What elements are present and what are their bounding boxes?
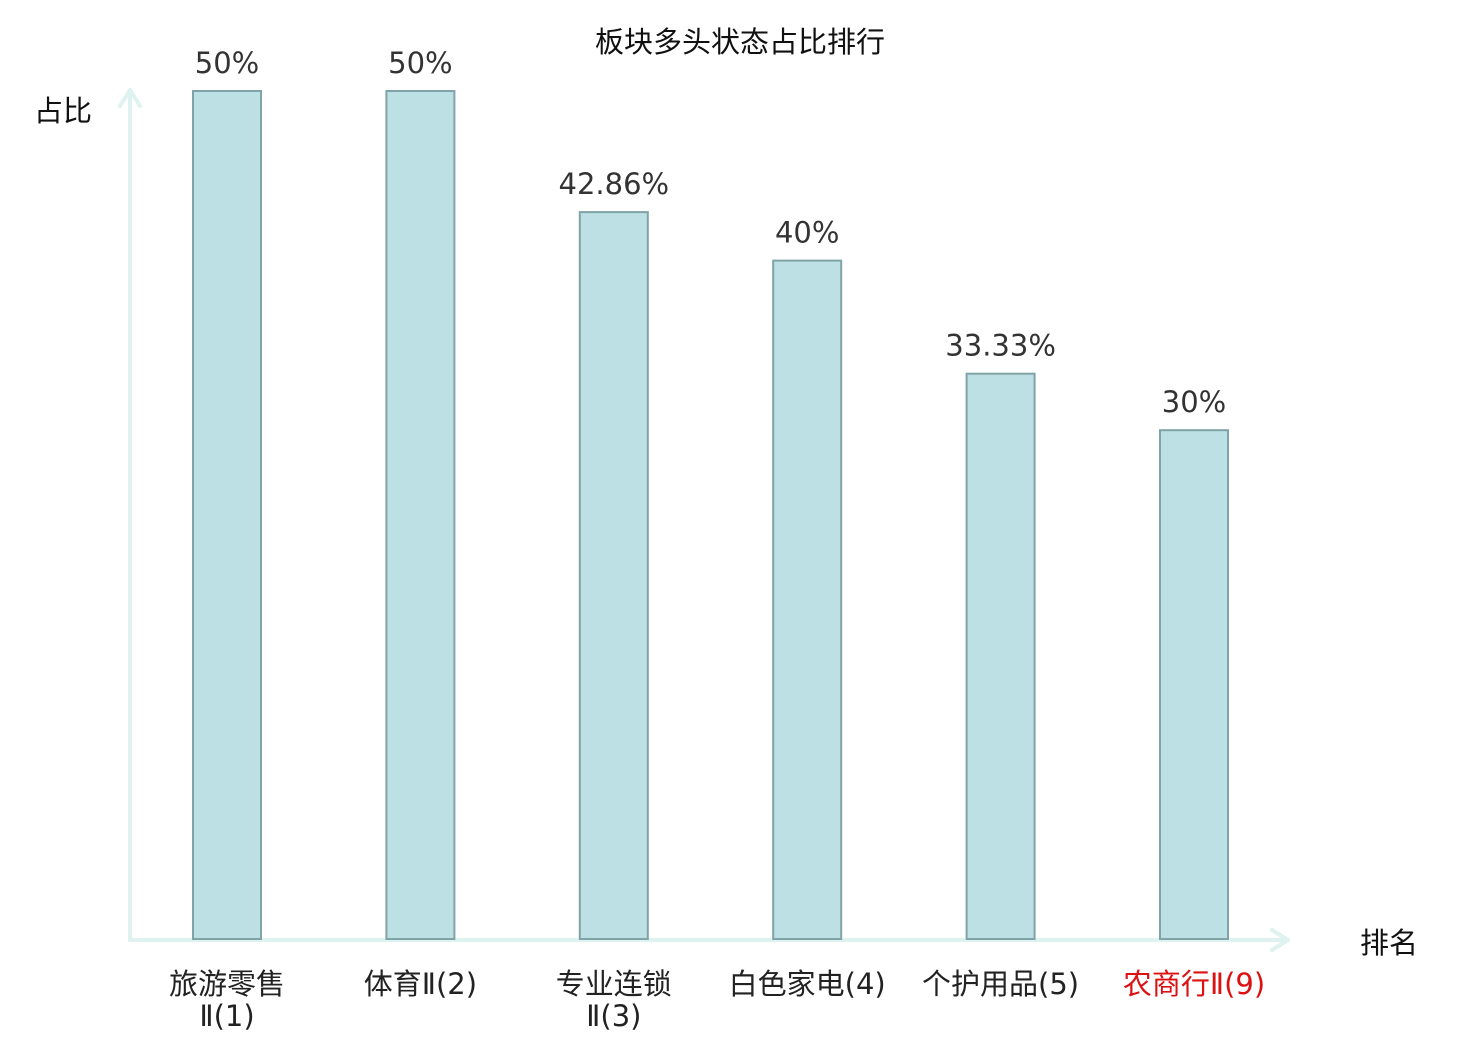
- bar: [772, 259, 843, 941]
- category-label: 旅游零售: [169, 967, 285, 1001]
- axes: [118, 88, 1290, 952]
- bar: [385, 90, 456, 940]
- category-label: 个护用品(5): [922, 967, 1079, 1001]
- y-axis-label: 占比: [34, 94, 92, 128]
- category-label: Ⅱ(1): [199, 999, 254, 1033]
- bar: [192, 90, 262, 940]
- category-label: 白色家电(4): [729, 967, 886, 1001]
- x-axis-arrow: [1270, 928, 1290, 952]
- x-axis-label: 排名: [1360, 926, 1418, 960]
- bars: [192, 90, 1229, 941]
- value-label: 40%: [775, 216, 839, 250]
- bar: [965, 372, 1036, 940]
- bar: [1159, 429, 1229, 940]
- category-label: Ⅱ(3): [586, 999, 641, 1033]
- value-labels: 50% 50% 42.86% 40% 33.33% 30%: [195, 46, 1226, 419]
- chart-title: 板块多头状态占比排行: [595, 25, 885, 59]
- value-label: 50%: [388, 46, 452, 80]
- value-label: 42.86%: [559, 167, 670, 201]
- bar: [578, 211, 649, 941]
- value-label: 33.33%: [945, 329, 1056, 363]
- y-axis-arrow: [118, 88, 142, 108]
- category-label: 体育Ⅱ(2): [364, 967, 477, 1001]
- value-label: 50%: [195, 46, 259, 80]
- value-label: 30%: [1162, 385, 1226, 419]
- category-label: 专业连锁: [556, 967, 672, 1001]
- category-label: 农商行Ⅱ(9): [1123, 967, 1265, 1001]
